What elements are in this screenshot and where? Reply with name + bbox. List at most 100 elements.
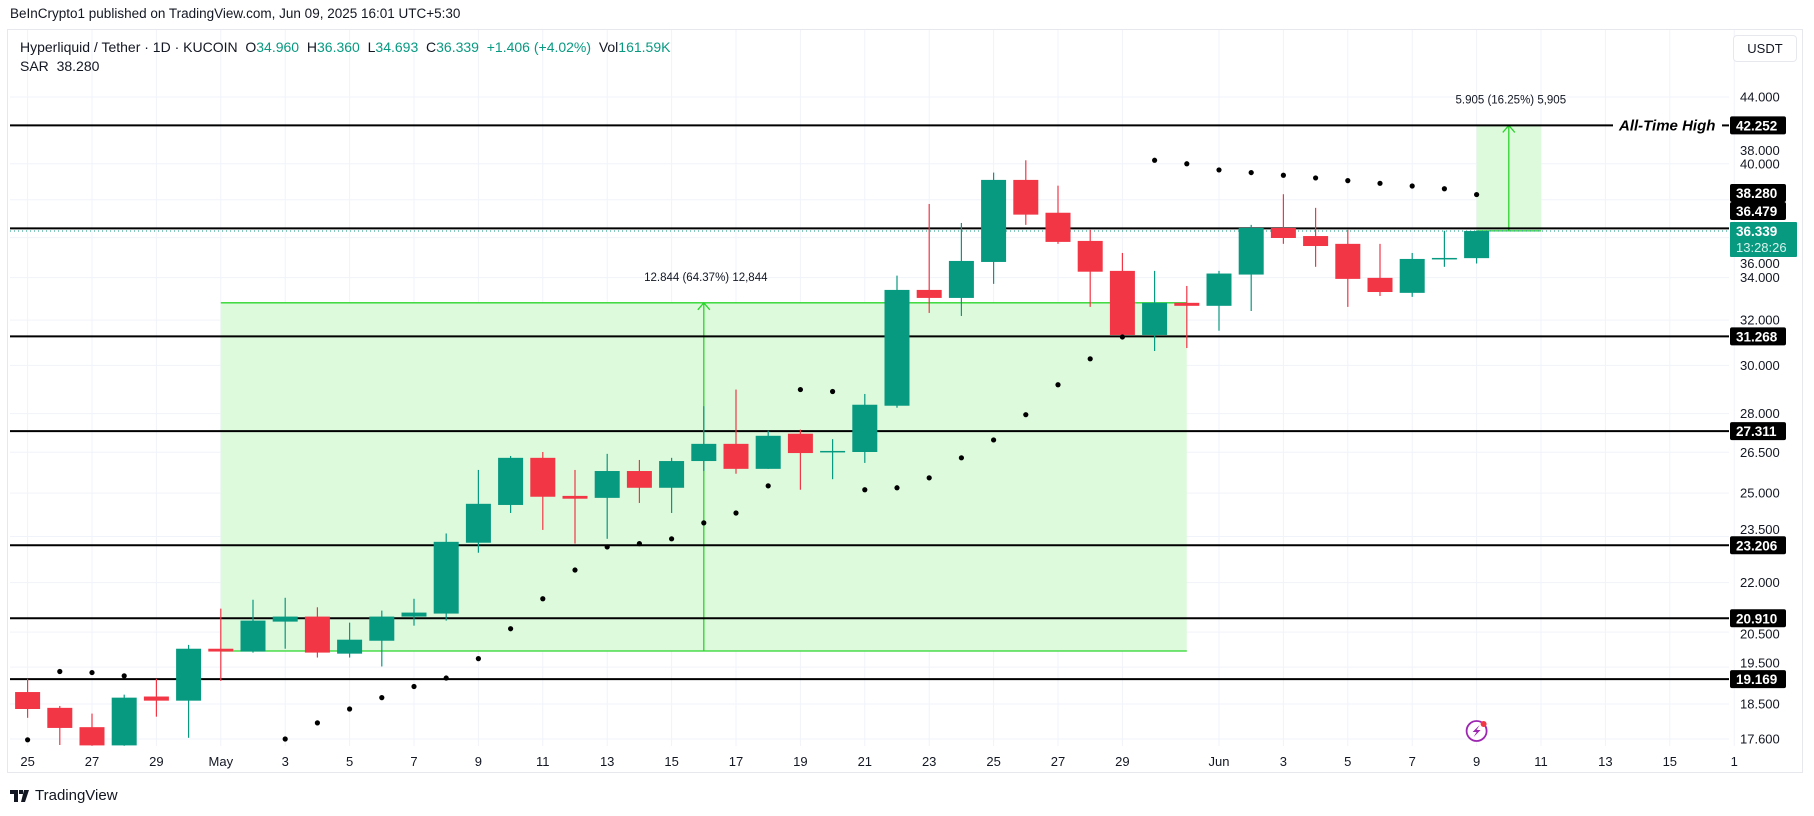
candle-may-19	[787, 429, 813, 490]
high-value: 36.360	[317, 39, 360, 55]
y-tick-label: 20.500	[1740, 627, 1780, 642]
x-tick-label: 9	[1473, 754, 1480, 769]
sar-dot	[347, 706, 353, 712]
candle-jun-4	[1303, 207, 1329, 267]
candle-body	[304, 616, 330, 653]
sar-dot	[1248, 169, 1254, 176]
candle-may-11	[530, 451, 556, 530]
candle-may-9	[465, 469, 491, 553]
symbol-name[interactable]: Hyperliquid / Tether · 1D · KUCOIN	[20, 39, 238, 55]
candle-body	[47, 707, 73, 728]
x-tick-label: 23	[922, 754, 936, 769]
y-tick-label: 28.000	[1740, 406, 1780, 421]
sar-dot	[1409, 183, 1415, 189]
candle-body	[787, 433, 813, 454]
sar-dot	[636, 541, 643, 547]
x-tick-label: 29	[149, 754, 163, 769]
level-price-label-box	[1730, 536, 1786, 555]
y-tick-label: 44.000	[1740, 90, 1780, 105]
candle-jun-8	[1431, 230, 1457, 267]
high-label: H	[306, 39, 317, 55]
candle-jun-2	[1238, 224, 1264, 311]
sar-dot	[862, 487, 868, 493]
candle-body	[465, 503, 491, 543]
price-range-label: 5.905 (16.25%) 5,905	[1455, 94, 1566, 106]
sar-dot	[1377, 180, 1383, 186]
candle-apr-30	[176, 644, 202, 738]
event-marker	[1465, 720, 1488, 742]
x-tick-label: 5	[1344, 754, 1351, 769]
sar-dot	[765, 483, 771, 489]
price-range-tools: 12.844 (64.37%) 12,844 5.905 (16.25%) 5,9…	[220, 94, 1566, 652]
level-price-label-box	[1730, 202, 1786, 220]
candle-body	[111, 697, 137, 746]
candle-may-29	[1109, 252, 1135, 337]
sar-dot	[894, 485, 900, 491]
sar-value: 38.280	[56, 58, 100, 74]
all-time-high-label: All-Time High	[1618, 117, 1715, 134]
candle-jun-6	[1367, 243, 1393, 297]
sar-dot	[1280, 172, 1286, 178]
price-range-label: 12.844 (64.37%) 12,844	[644, 272, 768, 284]
candle-body	[1335, 243, 1361, 279]
x-tick-label: 11	[536, 754, 550, 769]
candle-may-17	[723, 389, 749, 474]
lightning-icon	[1472, 725, 1481, 737]
candle-may-21	[852, 393, 878, 463]
candle-body	[1142, 302, 1168, 335]
candle-apr-29	[143, 678, 169, 717]
candle-body	[1206, 273, 1232, 306]
candle-may-13	[594, 453, 620, 539]
sar-dot	[443, 675, 449, 681]
candle-may-10	[498, 455, 524, 513]
y-tick-label: 36.000	[1740, 256, 1780, 271]
sar-legend[interactable]: SAR 38.280	[20, 58, 99, 74]
candle-jun-1	[1206, 270, 1232, 331]
x-tick-label: 9	[475, 754, 482, 769]
candle-body	[626, 471, 652, 488]
candle-body	[1077, 240, 1103, 272]
level-price-label: 20.910	[1736, 611, 1777, 626]
candle-may-26	[1013, 160, 1039, 225]
sar-dot	[1087, 356, 1093, 362]
chart-frame	[7, 29, 1803, 773]
y-tick-label: 19.500	[1740, 656, 1780, 671]
candle-body	[594, 471, 620, 498]
currency-button[interactable]: USDT	[1733, 35, 1797, 62]
candle-may-7	[401, 598, 427, 626]
candle-may-3	[272, 597, 298, 649]
y-tick-label: 23.500	[1740, 522, 1780, 537]
sar-dot	[57, 668, 63, 675]
sar-dot	[701, 520, 707, 526]
sar-dot	[540, 596, 546, 602]
candle-may-8	[433, 533, 459, 621]
x-tick-label: 15	[664, 754, 678, 769]
current-price-box	[1730, 222, 1797, 257]
x-tick-label: 25	[20, 754, 34, 769]
level-price-label: 42.252	[1736, 118, 1777, 133]
sar-dot	[1313, 175, 1319, 181]
sar-dot	[1474, 191, 1480, 198]
level-price-label-box	[1730, 670, 1786, 689]
candles	[15, 160, 1490, 746]
candle-jun-9	[1464, 230, 1490, 264]
candle-body	[723, 443, 749, 469]
candle-may-12	[562, 469, 588, 544]
sar-dot	[1184, 161, 1190, 167]
sar-dot	[797, 386, 804, 393]
sar-dot	[121, 673, 127, 679]
x-tick-label: 29	[1115, 754, 1129, 769]
tradingview-logo[interactable]: TradingView	[10, 787, 118, 804]
sar-dot	[991, 437, 997, 443]
sar-dot	[475, 656, 481, 662]
level-price-label: 19.169	[1736, 672, 1777, 687]
sar-dot	[958, 455, 965, 461]
candle-body	[15, 692, 41, 709]
volume-value: 161.59K	[618, 39, 671, 55]
y-tick-label: 40.000	[1740, 156, 1780, 171]
candle-apr-28	[111, 694, 137, 746]
symbol-legend: Hyperliquid / Tether · 1D · KUCOIN O34.9…	[20, 39, 670, 55]
x-tick-label: 3	[1280, 754, 1287, 769]
